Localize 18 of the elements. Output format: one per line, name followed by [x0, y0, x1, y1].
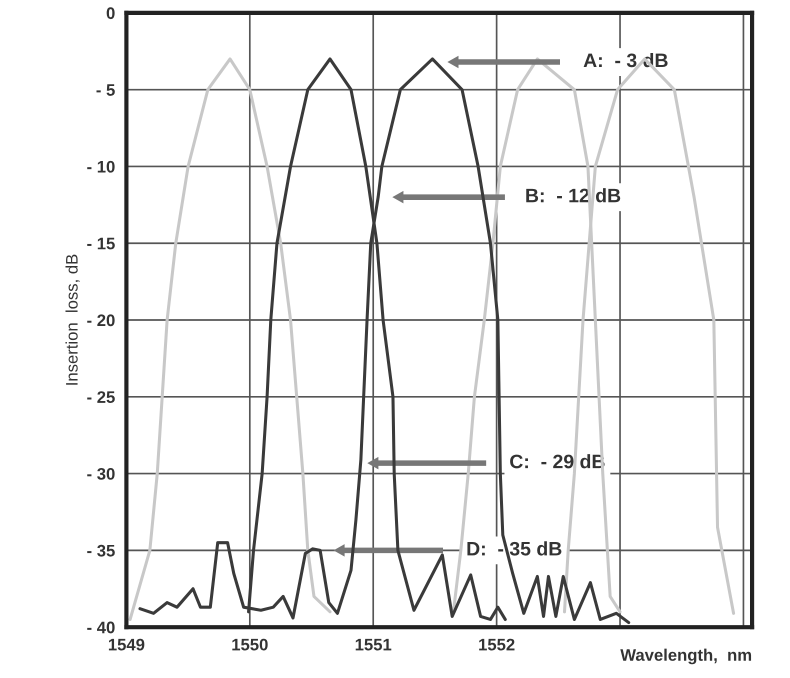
x-tick-label: 1552: [479, 638, 514, 651]
annotation: B: - 12 dB: [526, 188, 620, 202]
y-tick-label: 0: [106, 7, 115, 20]
line-series: [128, 57, 332, 621]
y-tick-label: - 5: [96, 84, 115, 96]
x-axis-title: Wavelength, nm: [620, 648, 752, 664]
y-tick-label: - 35: [87, 544, 115, 557]
y-tick-label: - 10: [87, 160, 115, 173]
y-tick-label: - 15: [87, 238, 115, 250]
y-axis-title: Insertion loss, dB: [65, 254, 80, 385]
x-tick-label: 1550: [232, 638, 268, 651]
y-tick-label: - 30: [87, 468, 115, 480]
x-tick-label: 1551: [356, 638, 392, 651]
y-tick-label: - 25: [87, 391, 115, 404]
y-tick-label: - 20: [87, 314, 115, 326]
x-tick-label: 1549: [108, 638, 144, 651]
annotation: D: - 35 dB: [467, 541, 562, 556]
y-tick-label: - 40: [87, 622, 115, 634]
